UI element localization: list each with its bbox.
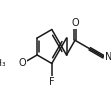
Text: O: O xyxy=(19,58,26,68)
Text: O: O xyxy=(71,18,79,28)
Text: F: F xyxy=(49,77,55,87)
Text: CH₃: CH₃ xyxy=(0,59,6,68)
Text: N: N xyxy=(105,52,111,62)
